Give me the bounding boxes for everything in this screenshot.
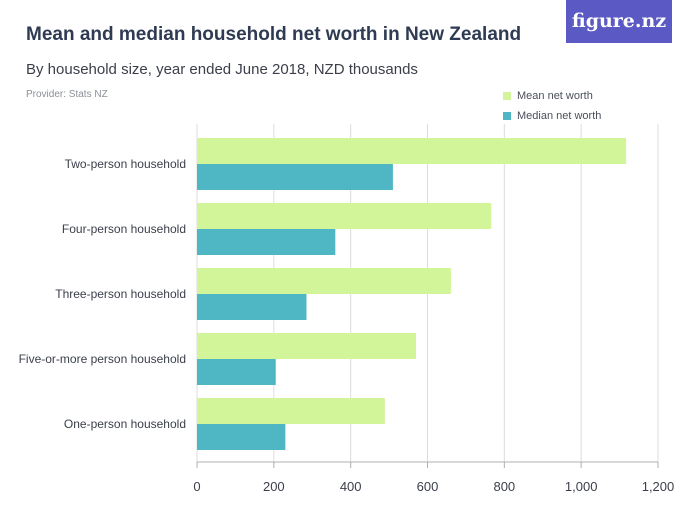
legend-swatch-mean <box>503 92 511 100</box>
x-tick-label-2: 400 <box>340 479 362 494</box>
figure-nz-logo[interactable]: figure.nz <box>566 0 672 43</box>
category-label-0: Two-person household <box>65 157 186 171</box>
chart-legend: Mean net worth Median net worth <box>503 86 601 126</box>
x-tick-label-4: 800 <box>493 479 515 494</box>
legend-label-median: Median net worth <box>517 110 602 122</box>
category-label-2: Three-person household <box>55 287 186 301</box>
x-tick-label-1: 200 <box>263 479 285 494</box>
x-tick-label-5: 1,000 <box>565 479 598 494</box>
category-label-1: Four-person household <box>62 222 186 236</box>
bar-median-0 <box>197 164 393 190</box>
bar-median-4 <box>197 424 286 450</box>
bar-median-2 <box>197 294 307 320</box>
bar-median-1 <box>197 229 336 255</box>
chart-title: Mean and median household net worth in N… <box>26 24 522 45</box>
legend-item-median: Median net worth <box>503 106 601 126</box>
bar-mean-0 <box>197 138 627 164</box>
legend-swatch-median <box>503 112 511 120</box>
bar-mean-2 <box>197 268 451 294</box>
x-tick-label-6: 1,200 <box>642 479 675 494</box>
x-tick-label-3: 600 <box>417 479 439 494</box>
bar-mean-4 <box>197 398 385 424</box>
category-label-4: One-person household <box>64 417 186 431</box>
bar-mean-3 <box>197 333 416 359</box>
bar-median-3 <box>197 359 276 385</box>
provider-note: Provider: Stats NZ <box>26 89 108 100</box>
chart-subtitle: By household size, year ended June 2018,… <box>26 61 418 78</box>
legend-label-mean: Mean net worth <box>517 90 593 102</box>
category-label-3: Five-or-more person household <box>19 352 186 366</box>
x-tick-label-0: 0 <box>193 479 200 494</box>
bar-mean-1 <box>197 203 492 229</box>
legend-item-mean: Mean net worth <box>503 86 601 106</box>
